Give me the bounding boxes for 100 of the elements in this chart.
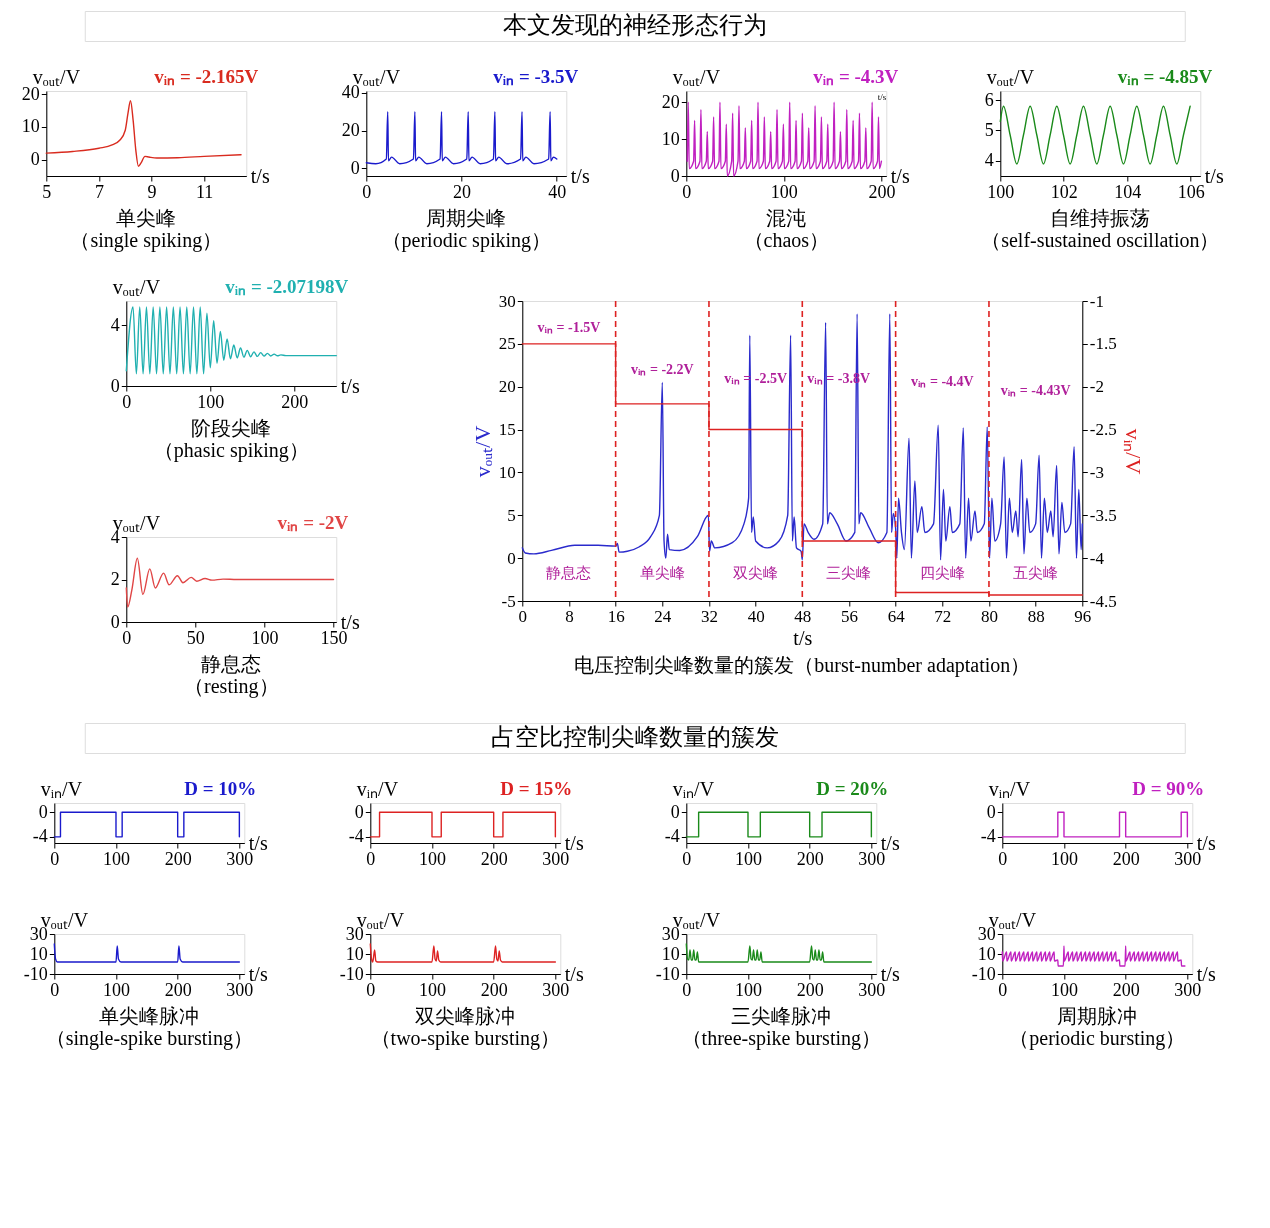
y-tick-label: -4 (980, 826, 996, 847)
x-tick-label: 200 (1112, 979, 1140, 1000)
text: （chaos） (743, 229, 830, 251)
x-tick-label: 200 (796, 848, 824, 869)
y-tick-label: 4 (984, 150, 994, 171)
x-tick-label: 106 (1177, 181, 1205, 202)
text: （phasic spiking） (153, 439, 309, 462)
x-tick-label: 200 (1112, 848, 1140, 869)
line-series (369, 943, 557, 963)
text: （single spiking） (70, 229, 223, 252)
annotation: t/s (877, 92, 887, 102)
y-axis-title: vₒᵤₜ/V (352, 65, 401, 88)
text: 周期尖峰 (426, 207, 507, 229)
y-axis-title: vᵢₙ/V (988, 777, 1031, 800)
x-tick-label: 7 (94, 181, 104, 202)
y-tick-label: -10 (655, 963, 680, 984)
x-tick-label: 80 (980, 606, 998, 626)
y2-tick-label: -2.5 (1089, 420, 1117, 440)
y2-tick-label: -4.5 (1089, 591, 1117, 611)
y-tick-label: 10 (661, 128, 680, 149)
text: 电压控制尖峰数量的簇发（burst-number adaptation） (574, 654, 1031, 677)
x-tick-label: 9 (147, 181, 157, 202)
x-tick-label: 64 (887, 606, 906, 626)
y2-tick-label: -3 (1089, 462, 1104, 482)
line-series (125, 557, 335, 608)
line-series (685, 943, 873, 963)
x-tick-label: 72 (934, 606, 952, 626)
y-tick-label: 5 (507, 505, 516, 525)
text: （resting） (184, 675, 279, 698)
y-axis-title: vᵢₙ/V (40, 777, 83, 800)
y-tick-label: 10 (977, 943, 996, 964)
text: 三尖峰脉冲 (731, 1005, 832, 1027)
annotation: 静息态 (546, 564, 592, 581)
y-tick-label: -4 (664, 826, 680, 847)
x-tick-label: 200 (480, 848, 508, 869)
x-tick-label: 40 (548, 181, 567, 202)
text: D = 90% (1132, 778, 1205, 799)
x-tick-label: 32 (700, 606, 718, 626)
x-tick-label: 100 (102, 979, 130, 1000)
y-tick-label: 20 (498, 377, 516, 397)
y2-tick-label: -1 (1089, 291, 1104, 311)
text: vᵢₙ = -2V (277, 512, 349, 533)
text: 自维持振荡 (1050, 207, 1151, 229)
text: （single-spike bursting） (45, 1027, 253, 1050)
y-tick-label: -10 (339, 963, 364, 984)
annotation: 三尖峰 (826, 564, 872, 581)
annotation: vᵢₙ = -4.43V (1000, 383, 1071, 398)
line-series (686, 101, 883, 177)
line-series (125, 306, 337, 375)
text: （periodic bursting） (1009, 1027, 1186, 1050)
y-tick-label: 0 (354, 801, 364, 822)
text: vᵢₙ = -3.5V (493, 66, 579, 87)
x-axis-title: t/s (340, 374, 360, 397)
x-tick-label: 200 (796, 979, 824, 1000)
line-series (521, 313, 1083, 561)
text: （self-sustained oscillation） (981, 229, 1220, 251)
x-tick-label: 100 (987, 181, 1015, 202)
y-tick-label: 10 (661, 943, 680, 964)
x-axis-title: t/s (570, 164, 590, 187)
y-axis-title: vₒᵤₜ/V (112, 275, 161, 298)
y-axis-title: vᵢₙ/V (356, 777, 399, 800)
x-tick-label: 11 (196, 181, 214, 202)
y-tick-label: 10 (345, 943, 364, 964)
text: vᵢₙ = -2.07198V (225, 276, 349, 297)
y-tick-label: 25 (498, 334, 516, 354)
x-tick-label: 100 (197, 391, 225, 412)
y2-tick-label: -4 (1089, 548, 1105, 568)
x-tick-label: 48 (794, 606, 812, 626)
x-tick-label: 100 (734, 979, 762, 1000)
y-tick-label: 10 (21, 116, 40, 137)
text: D = 10% (184, 778, 257, 799)
text: 静息态 (201, 653, 262, 675)
text: （two-spike bursting） (370, 1027, 561, 1050)
y-tick-label: 10 (498, 462, 516, 482)
text: 双尖峰脉冲 (415, 1005, 516, 1027)
x-tick-label: 200 (281, 391, 309, 412)
y-tick-label: 15 (498, 420, 516, 440)
text: 阶段尖峰 (191, 417, 272, 439)
annotation: 双尖峰 (733, 564, 779, 581)
x-tick-label: 100 (1050, 979, 1078, 1000)
y-tick-label: 2 (110, 569, 120, 589)
x-tick-label: 88 (1027, 606, 1045, 626)
line-series (365, 111, 558, 165)
y-tick-label: 20 (661, 91, 680, 112)
y-tick-label: 20 (341, 120, 360, 141)
x-tick-label: 104 (1114, 181, 1142, 202)
y-tick-label: 0 (670, 801, 680, 822)
line-series (45, 100, 242, 167)
x-tick-label: 56 (840, 606, 858, 626)
y-tick-label: -4 (348, 826, 364, 847)
text: 周期脉冲 (1057, 1005, 1138, 1027)
x-tick-label: 40 (747, 606, 765, 626)
x-axis-title: t/s (793, 626, 813, 649)
x-tick-label: 100 (251, 627, 279, 648)
y-tick-label: 30 (498, 291, 516, 311)
text: vᵢₙ = -4.85V (1117, 66, 1213, 87)
y-tick-label: 0 (30, 149, 40, 170)
y-tick-label: 4 (110, 314, 120, 335)
y-tick-label: 0 (350, 157, 360, 178)
x-tick-label: 200 (480, 979, 508, 1000)
